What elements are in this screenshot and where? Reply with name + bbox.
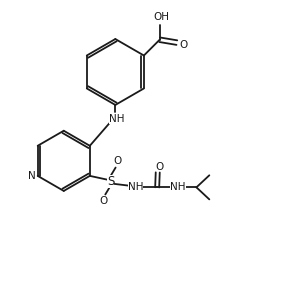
Text: O: O [113, 156, 121, 166]
Text: OH: OH [153, 12, 169, 22]
Text: N: N [28, 171, 35, 181]
Text: O: O [179, 40, 187, 50]
Text: S: S [107, 175, 114, 188]
Text: O: O [155, 162, 163, 172]
Text: O: O [100, 196, 108, 206]
Text: NH: NH [170, 182, 185, 192]
Text: NH: NH [109, 114, 124, 124]
Text: NH: NH [128, 182, 143, 192]
